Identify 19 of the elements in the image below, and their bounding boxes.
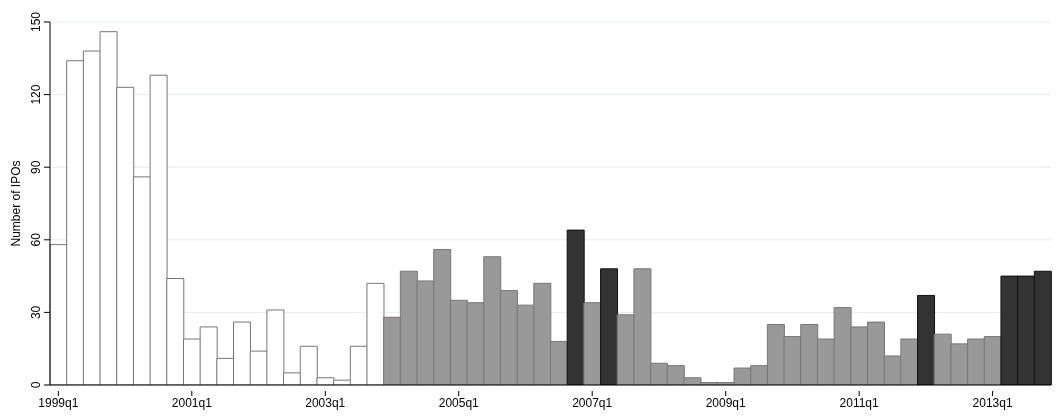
x-tick-label: 1999q1 [38,396,79,410]
bar [600,268,619,385]
bar [917,294,936,385]
x-tick-label: 2013q1 [972,396,1013,410]
x-tick-label: 2007q1 [572,396,613,410]
y-tick-label: 0 [29,381,43,389]
bar [583,302,602,385]
x-tick-label: 2003q1 [305,396,346,410]
x-tick-label: 2009q1 [705,396,747,410]
x-tick-label: 2011q1 [839,396,880,410]
x-tick-label: 2005q1 [438,396,480,410]
y-tick-label: 30 [29,305,43,320]
y-tick-label: 150 [29,11,43,33]
y-tick-label: 120 [29,84,43,105]
bar [566,229,585,385]
y-tick-label: 60 [29,232,43,247]
y-axis-title: Number of IPOs [9,160,24,247]
y-tick-label: 90 [29,160,43,174]
x-tick-label: 2001q1 [171,396,213,410]
